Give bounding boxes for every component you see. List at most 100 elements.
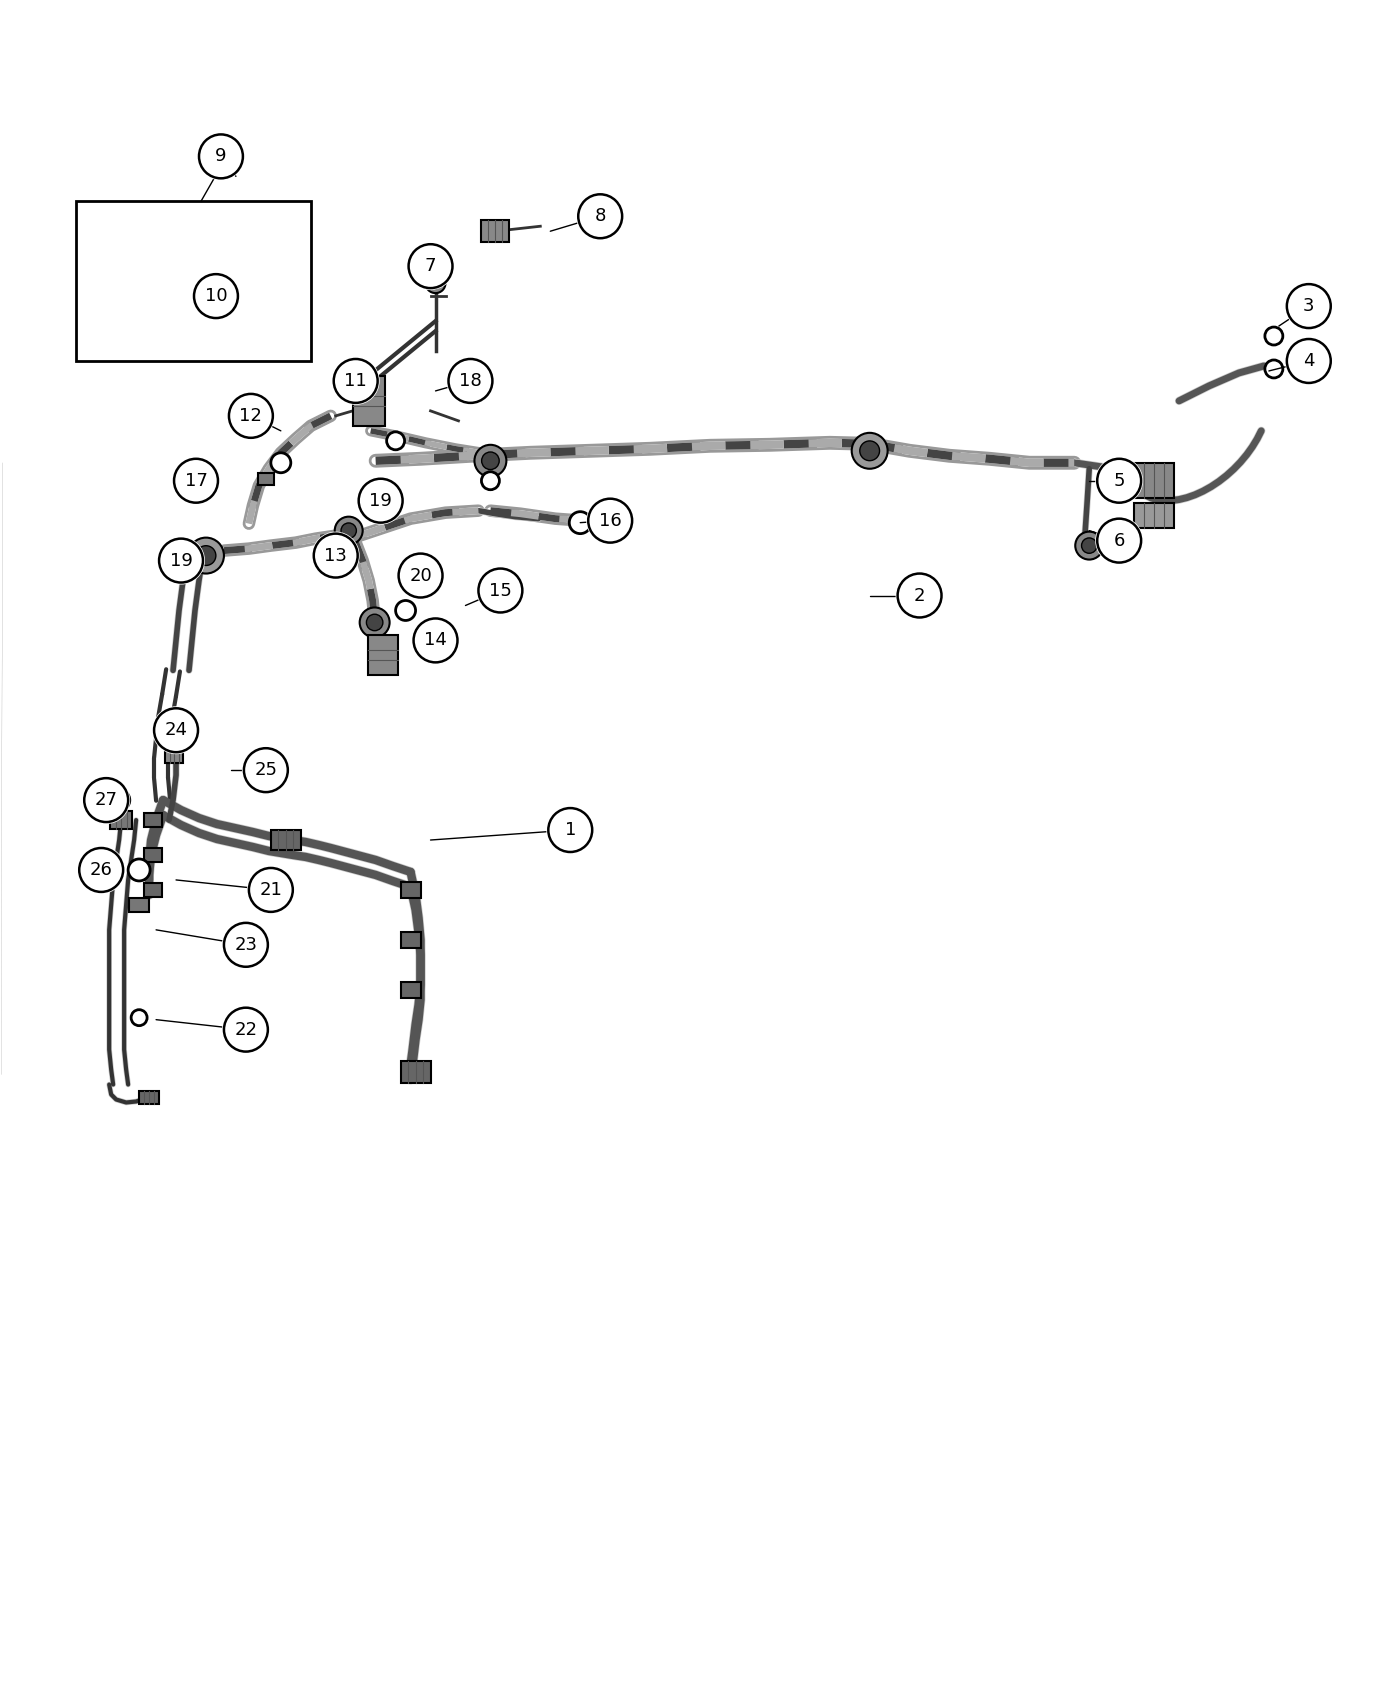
- Circle shape: [406, 241, 455, 291]
- Circle shape: [332, 357, 379, 405]
- Bar: [129, 898, 148, 911]
- Text: 1: 1: [564, 821, 575, 840]
- Circle shape: [1285, 282, 1333, 330]
- Text: 5: 5: [1113, 471, 1126, 490]
- Text: 19: 19: [370, 491, 392, 510]
- Bar: [368, 636, 398, 675]
- Circle shape: [546, 806, 594, 853]
- Text: 18: 18: [459, 372, 482, 389]
- Circle shape: [412, 617, 459, 665]
- Circle shape: [157, 537, 204, 585]
- Bar: [144, 882, 162, 898]
- Circle shape: [335, 517, 363, 544]
- Circle shape: [113, 794, 125, 806]
- Circle shape: [1285, 337, 1333, 384]
- Text: 15: 15: [489, 581, 512, 600]
- Circle shape: [312, 532, 360, 580]
- Circle shape: [1082, 537, 1098, 553]
- Circle shape: [476, 566, 525, 614]
- Circle shape: [1095, 517, 1144, 564]
- Bar: [400, 932, 420, 949]
- Text: 16: 16: [599, 512, 622, 530]
- Circle shape: [430, 277, 441, 289]
- Text: 3: 3: [1303, 298, 1315, 314]
- Circle shape: [246, 865, 295, 915]
- Circle shape: [851, 434, 888, 469]
- Circle shape: [896, 571, 944, 619]
- Circle shape: [482, 452, 500, 469]
- Circle shape: [587, 496, 634, 544]
- Circle shape: [188, 537, 224, 573]
- Bar: [165, 748, 183, 763]
- Circle shape: [172, 457, 220, 505]
- Text: 9: 9: [216, 148, 227, 165]
- Circle shape: [396, 600, 416, 620]
- Circle shape: [475, 445, 507, 476]
- Circle shape: [153, 706, 200, 755]
- Bar: [400, 1061, 431, 1083]
- Text: 24: 24: [165, 721, 188, 740]
- Text: 21: 21: [259, 881, 283, 899]
- Text: 27: 27: [95, 790, 118, 809]
- Circle shape: [386, 432, 405, 450]
- Circle shape: [1264, 360, 1282, 377]
- Circle shape: [223, 1006, 270, 1054]
- Bar: [144, 848, 162, 862]
- Circle shape: [447, 357, 494, 405]
- Bar: [400, 882, 420, 898]
- Circle shape: [192, 272, 239, 320]
- Text: 22: 22: [234, 1020, 258, 1039]
- Circle shape: [570, 512, 591, 534]
- Bar: [353, 376, 385, 425]
- Circle shape: [129, 858, 150, 881]
- Text: 6: 6: [1113, 532, 1124, 549]
- Circle shape: [860, 440, 879, 461]
- Text: 13: 13: [325, 547, 347, 564]
- Text: 25: 25: [255, 762, 277, 779]
- Bar: [144, 813, 162, 826]
- Circle shape: [360, 607, 389, 638]
- Text: 10: 10: [204, 287, 227, 304]
- Circle shape: [83, 777, 130, 824]
- Text: 19: 19: [169, 551, 192, 570]
- Circle shape: [396, 551, 445, 600]
- Circle shape: [108, 789, 130, 811]
- Text: 17: 17: [185, 471, 207, 490]
- Circle shape: [153, 282, 181, 309]
- Circle shape: [1075, 532, 1103, 559]
- Circle shape: [367, 614, 382, 631]
- Circle shape: [577, 192, 624, 240]
- Circle shape: [426, 274, 445, 292]
- Circle shape: [196, 546, 216, 566]
- Text: 4: 4: [1303, 352, 1315, 371]
- Circle shape: [197, 133, 245, 180]
- Circle shape: [242, 746, 290, 794]
- Text: 7: 7: [424, 257, 437, 275]
- Text: 14: 14: [424, 631, 447, 649]
- Bar: [1134, 503, 1175, 529]
- Bar: [482, 221, 510, 241]
- Circle shape: [342, 524, 357, 539]
- Bar: [139, 1090, 160, 1105]
- Bar: [258, 473, 274, 484]
- Text: 20: 20: [409, 566, 433, 585]
- Bar: [111, 811, 132, 830]
- Circle shape: [1264, 326, 1282, 345]
- Circle shape: [158, 289, 174, 304]
- Circle shape: [1095, 457, 1144, 505]
- Circle shape: [77, 847, 125, 894]
- Circle shape: [132, 1010, 147, 1025]
- Bar: [400, 981, 420, 998]
- Text: 23: 23: [234, 935, 258, 954]
- Bar: [1134, 464, 1175, 498]
- Text: 26: 26: [90, 860, 112, 879]
- Circle shape: [357, 476, 405, 525]
- Circle shape: [270, 452, 291, 473]
- Circle shape: [195, 291, 207, 303]
- Text: 2: 2: [914, 586, 925, 605]
- Circle shape: [227, 393, 274, 440]
- Bar: [76, 201, 311, 360]
- Text: 8: 8: [595, 207, 606, 226]
- Circle shape: [223, 921, 270, 969]
- Circle shape: [482, 473, 500, 490]
